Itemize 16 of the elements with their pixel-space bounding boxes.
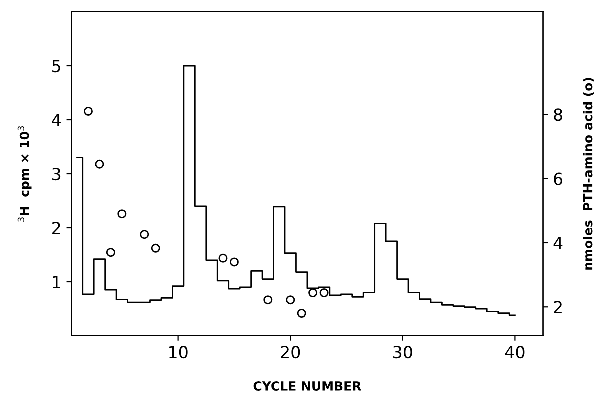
- y2-axis-title: nmoles PTH-amino acid (o): [583, 78, 594, 270]
- y-tick-label: 4: [52, 114, 61, 126]
- y-tick-label: 1: [53, 276, 60, 288]
- x-axis-title: CYCLE NUMBER: [254, 382, 362, 391]
- y-tick-label: 2: [52, 222, 60, 234]
- y-axis-title: $^{3}$H cpm × 10$^{3}$: [18, 126, 32, 222]
- y2-tick-label: 4: [554, 237, 563, 250]
- x-tick-label: 10: [170, 346, 188, 359]
- x-tick-label: 40: [505, 346, 525, 359]
- x-tick-label: 20: [281, 346, 300, 359]
- y2-tick-label: 6: [554, 172, 563, 186]
- y-tick-label: 5: [52, 60, 60, 73]
- y2-tick-label: 2: [554, 301, 562, 314]
- x-tick-label: 30: [394, 346, 412, 359]
- y2-tick-label: 8: [554, 108, 562, 122]
- y-tick-label: 3: [52, 168, 61, 181]
